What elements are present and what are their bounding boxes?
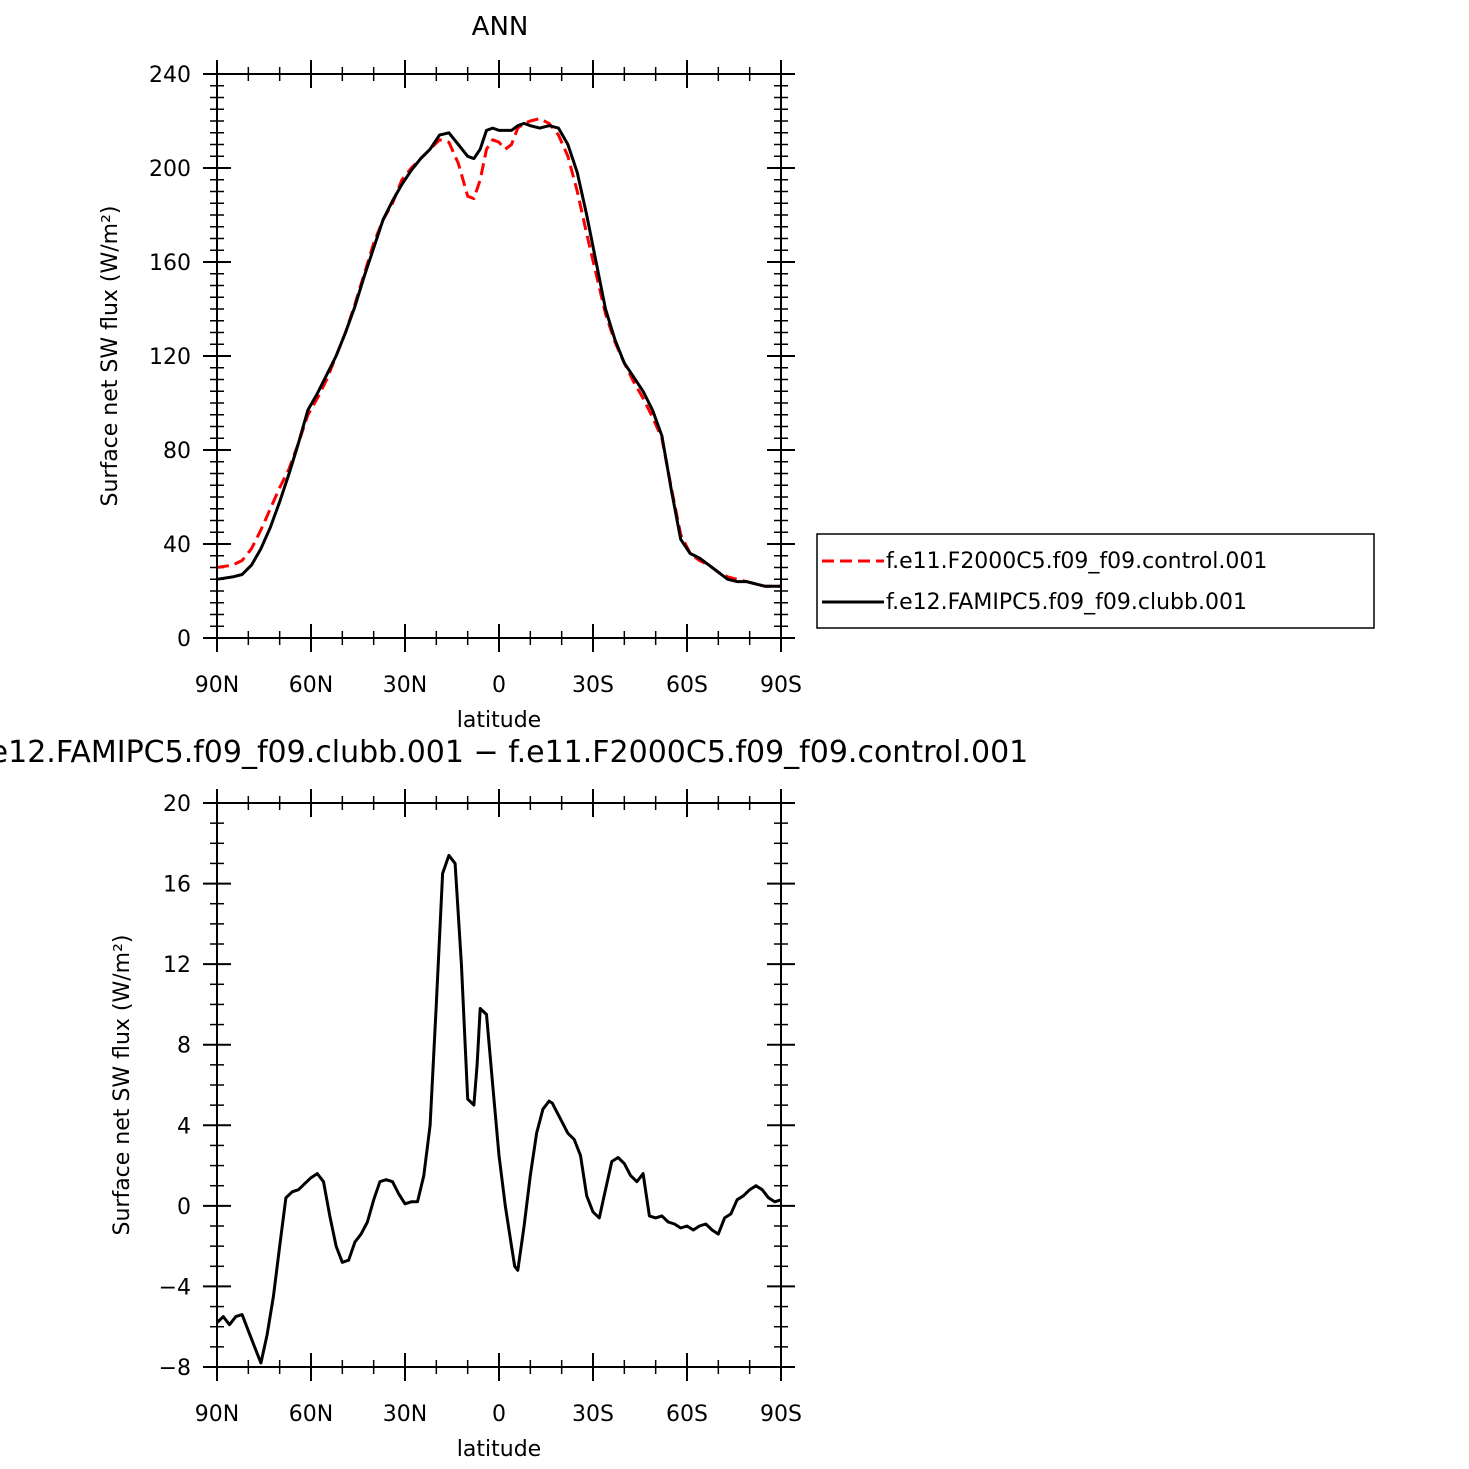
legend-label-clubb: f.e12.FAMIPC5.f09_f09.clubb.001 <box>886 590 1247 615</box>
top-chart-title: ANN <box>472 12 529 42</box>
x-tick-label: 0 <box>492 1402 506 1427</box>
legend: f.e11.F2000C5.f09_f09.control.001 f.e12.… <box>816 533 1375 629</box>
y-tick-label: 8 <box>177 1034 191 1059</box>
top-x-axis-label: latitude <box>457 708 541 733</box>
x-tick-label: 60S <box>666 673 708 698</box>
x-tick-label: 60N <box>289 673 333 698</box>
y-tick-label: 20 <box>163 792 191 817</box>
bottom-chart: f.e12.FAMIPC5.f09_f09.clubb.001 − f.e11.… <box>0 735 1028 1462</box>
y-tick-label: 80 <box>163 439 191 464</box>
x-tick-label: 30S <box>572 1402 614 1427</box>
x-tick-label: 0 <box>492 673 506 698</box>
bottom-plot-frame <box>216 802 782 1368</box>
y-tick-label: 160 <box>149 251 191 276</box>
top-y-tick-labels: 0 40 80 120 160 200 240 <box>149 63 191 652</box>
series-line-difference <box>215 853 782 1365</box>
x-tick-label: 60S <box>666 1402 708 1427</box>
y-tick-label: 200 <box>149 157 191 182</box>
bottom-series <box>215 853 782 1365</box>
y-tick-label: 16 <box>163 873 191 898</box>
y-tick-label: 4 <box>177 1114 191 1139</box>
x-tick-label: 60N <box>289 1402 333 1427</box>
top-x-tick-labels: 90N 60N 30N 0 30S 60S 90S <box>195 673 802 698</box>
y-tick-label: 0 <box>177 627 191 652</box>
bottom-y-tick-labels: −8 −4 0 4 8 12 16 20 <box>159 792 191 1381</box>
x-tick-label: 90S <box>760 673 802 698</box>
legend-label-control: f.e11.F2000C5.f09_f09.control.001 <box>886 549 1267 574</box>
x-tick-label: 30N <box>383 673 427 698</box>
x-tick-label: 30S <box>572 673 614 698</box>
y-tick-label: 120 <box>149 345 191 370</box>
series-line-control <box>216 117 781 588</box>
y-tick-label: −4 <box>159 1275 191 1300</box>
bottom-chart-title: f.e12.FAMIPC5.f09_f09.clubb.001 − f.e11.… <box>0 735 1028 770</box>
bottom-x-axis-label: latitude <box>457 1437 541 1462</box>
x-tick-label: 90N <box>195 1402 239 1427</box>
y-tick-label: 40 <box>163 533 191 558</box>
top-plot-frame <box>216 73 782 639</box>
bottom-axis-ticks <box>203 789 795 1381</box>
y-tick-label: −8 <box>159 1356 191 1381</box>
top-series <box>216 117 781 588</box>
bottom-x-tick-labels: 90N 60N 30N 0 30S 60S 90S <box>195 1402 802 1427</box>
top-y-axis-label: Surface net SW flux (W/m²) <box>98 205 123 506</box>
x-tick-label: 90N <box>195 673 239 698</box>
y-tick-label: 0 <box>177 1195 191 1220</box>
legend-box <box>816 533 1375 629</box>
y-tick-label: 12 <box>163 953 191 978</box>
x-tick-label: 90S <box>760 1402 802 1427</box>
series-line-clubb <box>216 121 781 588</box>
bottom-y-axis-label: Surface net SW flux (W/m²) <box>110 934 135 1235</box>
x-tick-label: 30N <box>383 1402 427 1427</box>
y-tick-label: 240 <box>149 63 191 88</box>
